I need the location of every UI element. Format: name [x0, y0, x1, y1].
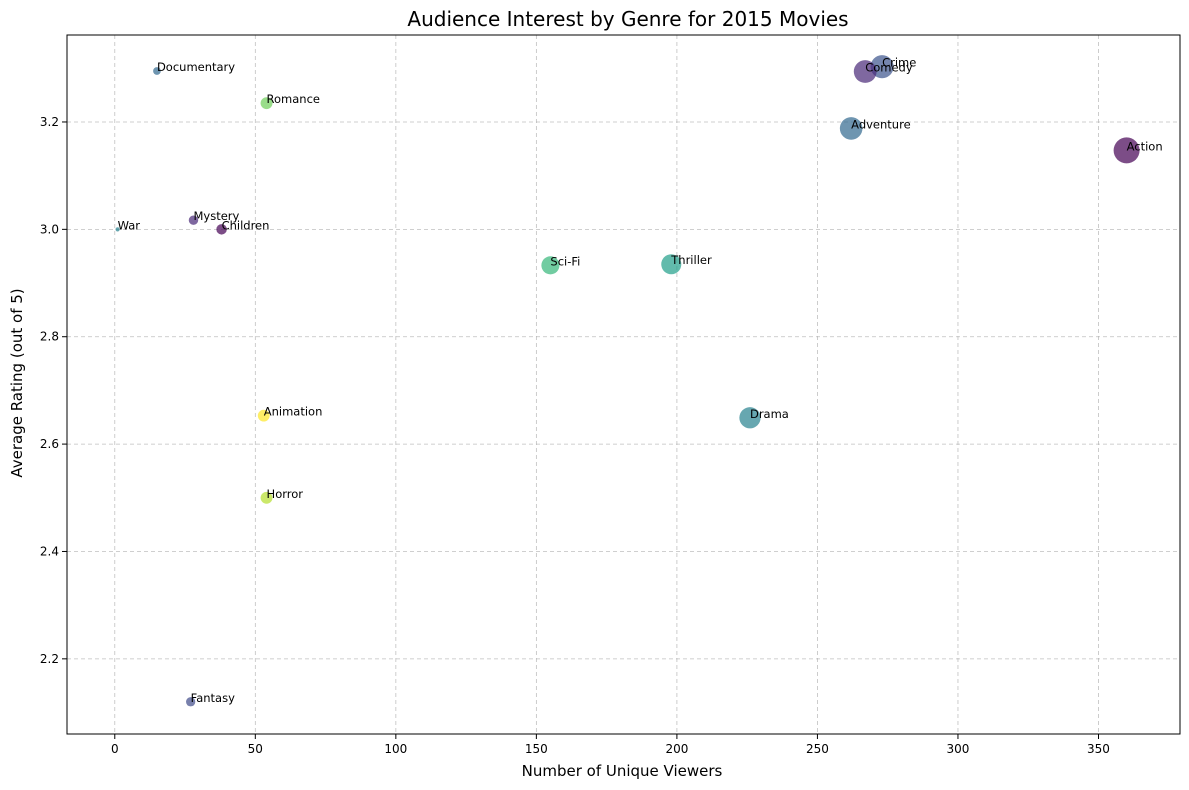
point-label-romance: Romance: [267, 92, 320, 106]
y-tick-label: 3.2: [40, 115, 59, 129]
data-point-action: [1113, 137, 1140, 164]
point-label-horror: Horror: [267, 487, 304, 501]
x-tick-label: 150: [525, 742, 548, 756]
y-tick-label: 2.2: [40, 652, 59, 666]
point-label-thriller: Thriller: [670, 253, 712, 267]
y-tick-label: 2.4: [40, 544, 59, 558]
data-point-comedy: [853, 60, 877, 83]
x-tick-label: 0: [111, 742, 119, 756]
chart-title: Audience Interest by Genre for 2015 Movi…: [407, 7, 848, 31]
point-label-crime: Crime: [882, 56, 916, 70]
data-point-romance: [260, 97, 273, 110]
data-point-mystery: [188, 215, 199, 225]
point-label-war: War: [118, 218, 141, 232]
x-axis-title: Number of Unique Viewers: [522, 762, 723, 780]
point-label-animation: Animation: [264, 405, 323, 419]
data-point-adventure: [839, 117, 863, 140]
x-tick-label: 250: [806, 742, 829, 756]
y-tick-label: 3.0: [40, 222, 59, 236]
data-point-documentary: [153, 67, 161, 75]
x-tick-label: 100: [384, 742, 407, 756]
data-points: [115, 55, 1140, 707]
point-label-children: Children: [222, 218, 270, 232]
x-axis-ticks: 0 50 100 150 200 250 300 350: [111, 734, 1110, 756]
data-point-drama: [739, 407, 761, 429]
grid: [67, 35, 1180, 734]
point-label-action: Action: [1127, 139, 1163, 153]
y-axis-title: Average Rating (out of 5): [8, 288, 26, 477]
point-label-fantasy: Fantasy: [191, 691, 235, 705]
x-tick-label: 350: [1087, 742, 1110, 756]
y-tick-label: 2.8: [40, 330, 59, 344]
data-point-war: [115, 227, 120, 232]
x-tick-label: 50: [248, 742, 263, 756]
data-point-fantasy: [186, 697, 196, 707]
y-axis-ticks: 2.2 2.4 2.6 2.8 3.0 3.2: [40, 115, 67, 666]
point-label-adventure: Adventure: [851, 117, 910, 131]
point-label-sci-fi: Sci-Fi: [550, 254, 580, 268]
x-tick-label: 200: [665, 742, 688, 756]
point-label-documentary: Documentary: [157, 60, 235, 74]
data-point-thriller: [661, 254, 682, 275]
y-tick-label: 2.6: [40, 437, 59, 451]
data-point-horror: [260, 491, 273, 504]
point-label-drama: Drama: [750, 407, 789, 421]
plot-frame: [66, 34, 1181, 735]
data-point-children: [216, 224, 227, 235]
x-tick-label: 300: [947, 742, 970, 756]
point-label-mystery: Mystery: [193, 209, 239, 223]
data-point-animation: [257, 409, 270, 422]
point-label-comedy: Comedy: [865, 61, 913, 75]
data-point-sci-fi: [541, 256, 560, 275]
